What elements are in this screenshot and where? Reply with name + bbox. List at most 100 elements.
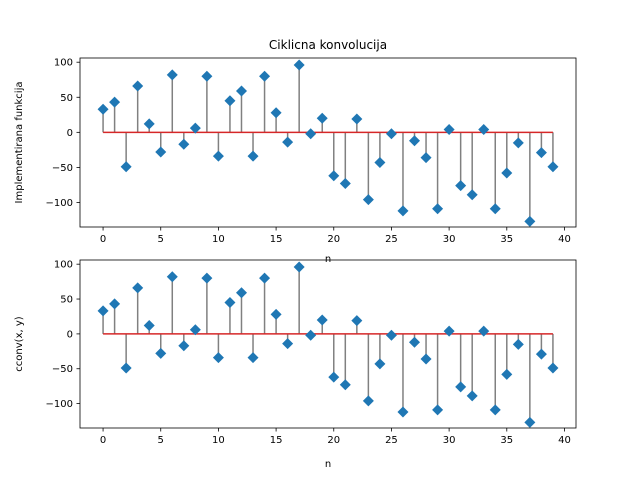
stem-marker — [259, 272, 271, 284]
stem-marker — [189, 324, 201, 336]
stem-marker — [143, 118, 155, 130]
stem-marker — [132, 80, 144, 92]
stem-marker — [247, 352, 259, 364]
stem-marker — [547, 161, 559, 173]
subplot-cconv: 0 5 10 15 20 25 30 35 40 −100 −50 0 50 100 n cconv(x, y… — [14, 259, 577, 470]
stem-marker — [166, 69, 178, 81]
figure-title: Ciklicna konvolucija — [269, 38, 387, 52]
stem-marker — [512, 137, 524, 149]
x-tick-label: 40 — [558, 234, 571, 245]
subplot-implementirana-funkcija: 0 5 10 15 20 25 30 35 40 −100 −50 0 50 100 n Implementi… — [14, 57, 577, 265]
y-tick-label: 50 — [60, 295, 73, 306]
stem-marker — [109, 96, 121, 108]
axes-frame — [79, 259, 577, 429]
x-axis-label: n — [325, 459, 331, 470]
stem-marker — [385, 128, 397, 140]
y-axis-label: cconv(x, y) — [14, 316, 25, 371]
stem-marker — [351, 315, 363, 327]
stem-marker — [212, 352, 224, 364]
stem-marker — [362, 395, 374, 407]
stem-marker — [120, 362, 132, 374]
x-axis-label: n — [325, 254, 331, 265]
stem-marker — [489, 404, 501, 416]
stem-marker — [189, 122, 201, 134]
stem-marker — [212, 150, 224, 162]
x-tick-label: 5 — [158, 234, 164, 245]
stem-marker — [155, 347, 167, 359]
stem-marker — [235, 85, 247, 97]
stem-marker — [155, 146, 167, 158]
stem-marker — [293, 261, 305, 273]
x-tick-label: 10 — [212, 435, 225, 446]
stem-marker — [409, 135, 421, 147]
y-tick-label: −50 — [52, 163, 73, 174]
stem-marker — [512, 338, 524, 350]
stem-marker — [339, 379, 351, 391]
stem-marker — [316, 112, 328, 124]
stem-marker — [524, 416, 536, 428]
x-tick-label: 35 — [500, 234, 513, 245]
stem-marker — [201, 272, 213, 284]
y-tick-label: −50 — [52, 364, 73, 375]
stem-marker — [201, 70, 213, 82]
stem-marker — [478, 325, 490, 337]
stem-marker — [409, 336, 421, 348]
y-tick-label: 0 — [67, 128, 73, 139]
stem-marker — [385, 329, 397, 341]
y-tick-label: −100 — [46, 198, 73, 209]
x-tick-label: 0 — [100, 234, 106, 245]
x-tick-label: 0 — [100, 435, 106, 446]
stem-marker — [420, 152, 432, 164]
stem-marker — [501, 368, 513, 380]
x-tick-label: 10 — [212, 234, 225, 245]
stem-marker — [120, 161, 132, 173]
stem-marker — [374, 156, 386, 168]
x-tick-label: 15 — [270, 435, 283, 446]
x-tick-label: 20 — [327, 234, 340, 245]
y-tick-label: −100 — [46, 399, 73, 410]
stem-marker — [316, 314, 328, 326]
stem-marker — [362, 194, 374, 206]
stem-marker — [143, 320, 155, 332]
stem-marker — [374, 358, 386, 370]
stem-marker — [455, 180, 467, 192]
stem-marker — [466, 390, 478, 402]
stem-marker — [270, 308, 282, 320]
stem-marker — [443, 124, 455, 136]
stem-marker — [478, 124, 490, 136]
stem-marker — [351, 113, 363, 125]
stem-marker — [420, 353, 432, 365]
stem-marker — [328, 371, 340, 383]
stem-marker — [489, 203, 501, 215]
stem-marker — [178, 340, 190, 352]
stem-marker — [339, 178, 351, 190]
stem-marker — [97, 305, 109, 317]
y-tick-label: 100 — [54, 58, 73, 69]
stem-marker — [501, 167, 513, 179]
x-tick-label: 25 — [385, 435, 398, 446]
stem-marker — [535, 348, 547, 360]
stem-marker — [166, 271, 178, 283]
stem-marker — [397, 406, 409, 418]
stem-marker — [235, 287, 247, 299]
x-tick-label: 40 — [558, 435, 571, 446]
stem-marker — [455, 381, 467, 393]
stem-marker — [466, 189, 478, 201]
stem-marker — [535, 147, 547, 159]
stem-marker — [259, 70, 271, 82]
x-tick-label: 15 — [270, 234, 283, 245]
stem-marker — [109, 298, 121, 310]
stem-marker — [547, 362, 559, 374]
y-tick-label: 0 — [67, 329, 73, 340]
stem-marker — [432, 404, 444, 416]
stem-marker — [282, 338, 294, 350]
x-tick-label: 5 — [158, 435, 164, 446]
axes-frame — [79, 57, 577, 228]
stem-marker — [328, 170, 340, 182]
stem-marker — [397, 205, 409, 217]
y-tick-label: 100 — [54, 260, 73, 271]
stem-marker — [224, 297, 236, 309]
stem-marker — [178, 138, 190, 150]
